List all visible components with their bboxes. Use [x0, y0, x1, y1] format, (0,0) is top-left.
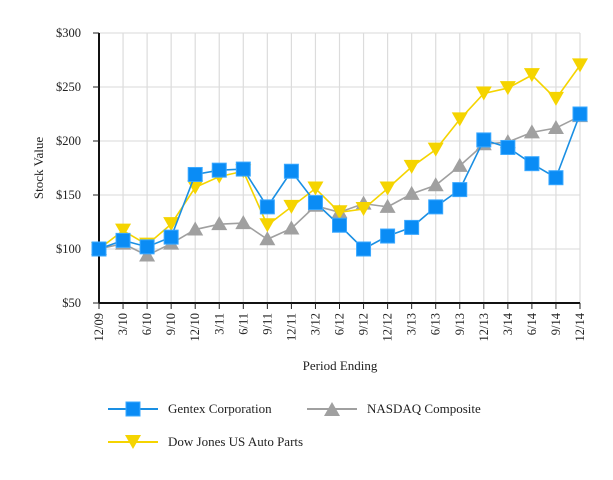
x-tick-label: 6/14 — [525, 312, 539, 335]
data-point-square — [307, 195, 323, 211]
x-tick-label: 12/10 — [188, 313, 202, 341]
data-point-square — [163, 229, 179, 245]
x-tick-label: 9/12 — [357, 313, 371, 335]
data-point-square — [548, 170, 564, 186]
data-point-triangle-down — [283, 199, 300, 214]
data-point-triangle-up — [283, 220, 300, 235]
data-point-square — [332, 217, 347, 233]
data-point-triangle-down — [163, 217, 180, 232]
data-point-triangle-up — [403, 185, 420, 200]
series-group — [91, 58, 588, 262]
data-point-square — [115, 232, 131, 248]
data-point-triangle-down — [451, 112, 468, 127]
data-point-square — [524, 156, 540, 172]
data-point-triangle-down — [259, 218, 276, 233]
data-point-triangle-up — [451, 157, 468, 172]
data-point-square — [500, 139, 516, 155]
x-tick-label: 3/14 — [501, 312, 515, 335]
x-tick-label: 12/11 — [284, 313, 298, 341]
x-axis-ticks: 12/09 3/10 6/10 9/10 12/10 3/11 6/11 9/11 12/11 3… — [92, 303, 587, 341]
x-tick-label: 12/13 — [477, 313, 491, 341]
data-point-triangle-down — [403, 159, 420, 174]
data-point-triangle-down — [307, 181, 324, 196]
data-point-square — [380, 228, 396, 244]
x-tick-label: 6/10 — [140, 313, 154, 335]
data-point-triangle-up — [547, 120, 564, 135]
y-axis-title: Stock Value — [31, 137, 46, 199]
legend-item-nasdaq: NASDAQ Composite — [307, 401, 481, 417]
data-point-triangle-down — [523, 68, 540, 83]
data-point-triangle-up — [235, 215, 252, 230]
legend-item-dow-jones: Dow Jones US Auto Parts — [108, 434, 303, 450]
data-point-triangle-up — [211, 216, 228, 231]
series-gentex-corporation — [91, 106, 588, 257]
x-tick-label: 3/13 — [405, 313, 419, 335]
data-point-triangle-down — [331, 205, 348, 220]
y-tick-label: $200 — [56, 134, 81, 148]
x-axis-title: Period Ending — [303, 358, 378, 373]
x-tick-label: 12/12 — [381, 313, 395, 341]
data-point-triangle-up — [427, 177, 444, 192]
y-tick-label: $150 — [56, 188, 81, 202]
data-point-triangle-up — [379, 198, 396, 213]
data-point-triangle-up — [139, 247, 156, 262]
data-point-square — [187, 166, 203, 182]
x-tick-label: 6/11 — [236, 313, 250, 335]
y-tick-label: $50 — [62, 296, 81, 310]
data-point-square — [211, 162, 227, 178]
data-point-triangle-down — [355, 202, 372, 217]
line-chart: $50 $100 $150 $200 $250 $300 12/09 3/10 6/10 9/1… — [31, 26, 588, 373]
x-tick-label: 12/14 — [573, 312, 587, 341]
x-tick-label: 12/09 — [92, 313, 106, 341]
data-point-square — [476, 132, 492, 148]
x-tick-label: 3/11 — [212, 313, 226, 335]
data-point-square — [428, 199, 444, 215]
legend-item-gentex: Gentex Corporation — [108, 401, 272, 417]
data-point-triangle-down — [572, 58, 588, 73]
data-point-square — [572, 106, 588, 122]
data-point-square — [91, 241, 107, 257]
x-tick-label: 3/10 — [116, 313, 130, 335]
legend-label: Dow Jones US Auto Parts — [168, 434, 304, 449]
x-tick-label: 9/11 — [260, 313, 274, 335]
data-point-triangle-up — [523, 124, 540, 139]
data-point-triangle-down — [427, 142, 444, 157]
y-tick-label: $100 — [56, 242, 81, 256]
triangle-down-marker-icon — [108, 435, 158, 449]
y-axis-ticks: $50 $100 $150 $200 $250 $300 — [56, 26, 99, 310]
data-point-triangle-down — [475, 86, 492, 101]
data-point-triangle-down — [499, 81, 516, 96]
data-point-square — [404, 219, 420, 235]
x-tick-label: 3/12 — [308, 313, 322, 335]
data-point-square — [452, 182, 468, 198]
data-point-square — [283, 163, 299, 179]
x-tick-label: 9/13 — [453, 313, 467, 335]
data-point-triangle-up — [187, 221, 204, 236]
data-point-square — [259, 199, 275, 215]
data-point-triangle-down — [547, 91, 564, 106]
data-point-triangle-down — [379, 181, 396, 196]
y-tick-label: $250 — [56, 80, 81, 94]
data-point-square — [235, 161, 251, 177]
square-marker-icon — [108, 401, 158, 417]
data-point-square — [139, 239, 155, 255]
legend-label: Gentex Corporation — [168, 401, 272, 416]
data-point-square — [356, 241, 372, 257]
data-point-triangle-up — [259, 231, 276, 246]
data-point-triangle-down — [115, 223, 132, 238]
x-tick-label: 6/12 — [333, 313, 347, 335]
y-tick-label: $300 — [56, 26, 81, 40]
x-tick-label: 6/13 — [429, 313, 443, 335]
grid-lines — [99, 32, 581, 303]
x-tick-label: 9/10 — [164, 313, 178, 335]
triangle-up-marker-icon — [307, 402, 357, 416]
legend-label: NASDAQ Composite — [367, 401, 481, 416]
x-tick-label: 9/14 — [549, 312, 563, 335]
